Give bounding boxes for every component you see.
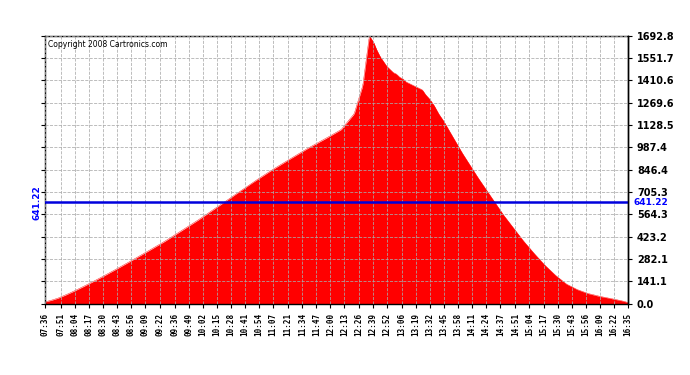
Text: Copyright 2008 Cartronics.com: Copyright 2008 Cartronics.com (48, 40, 167, 49)
Text: 641.22: 641.22 (633, 198, 668, 207)
Text: West Array Actual Power (red) & Average Power (blue) (Watts)  Wed Dec 31 16:35: West Array Actual Power (red) & Average … (72, 10, 618, 23)
Text: 641.22: 641.22 (33, 185, 42, 219)
